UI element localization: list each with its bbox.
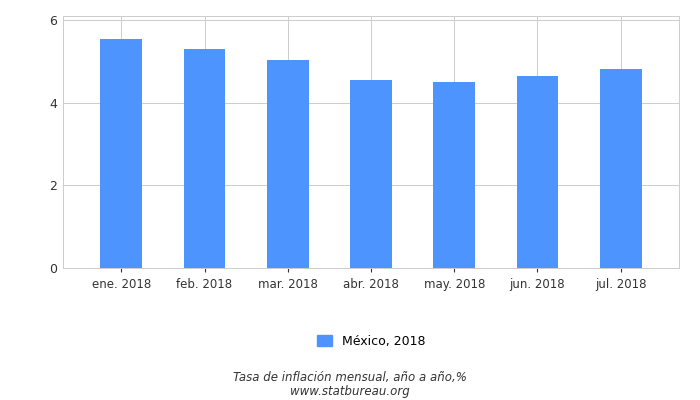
Bar <box>267 60 309 268</box>
Bar <box>433 82 475 268</box>
Bar <box>101 39 142 268</box>
Bar <box>183 49 225 268</box>
Bar <box>517 76 559 268</box>
Text: www.statbureau.org: www.statbureau.org <box>290 385 410 398</box>
Text: Tasa de inflación mensual, año a año,%: Tasa de inflación mensual, año a año,% <box>233 372 467 384</box>
Bar <box>600 69 641 268</box>
Legend: México, 2018: México, 2018 <box>312 330 430 353</box>
Bar <box>350 80 392 268</box>
